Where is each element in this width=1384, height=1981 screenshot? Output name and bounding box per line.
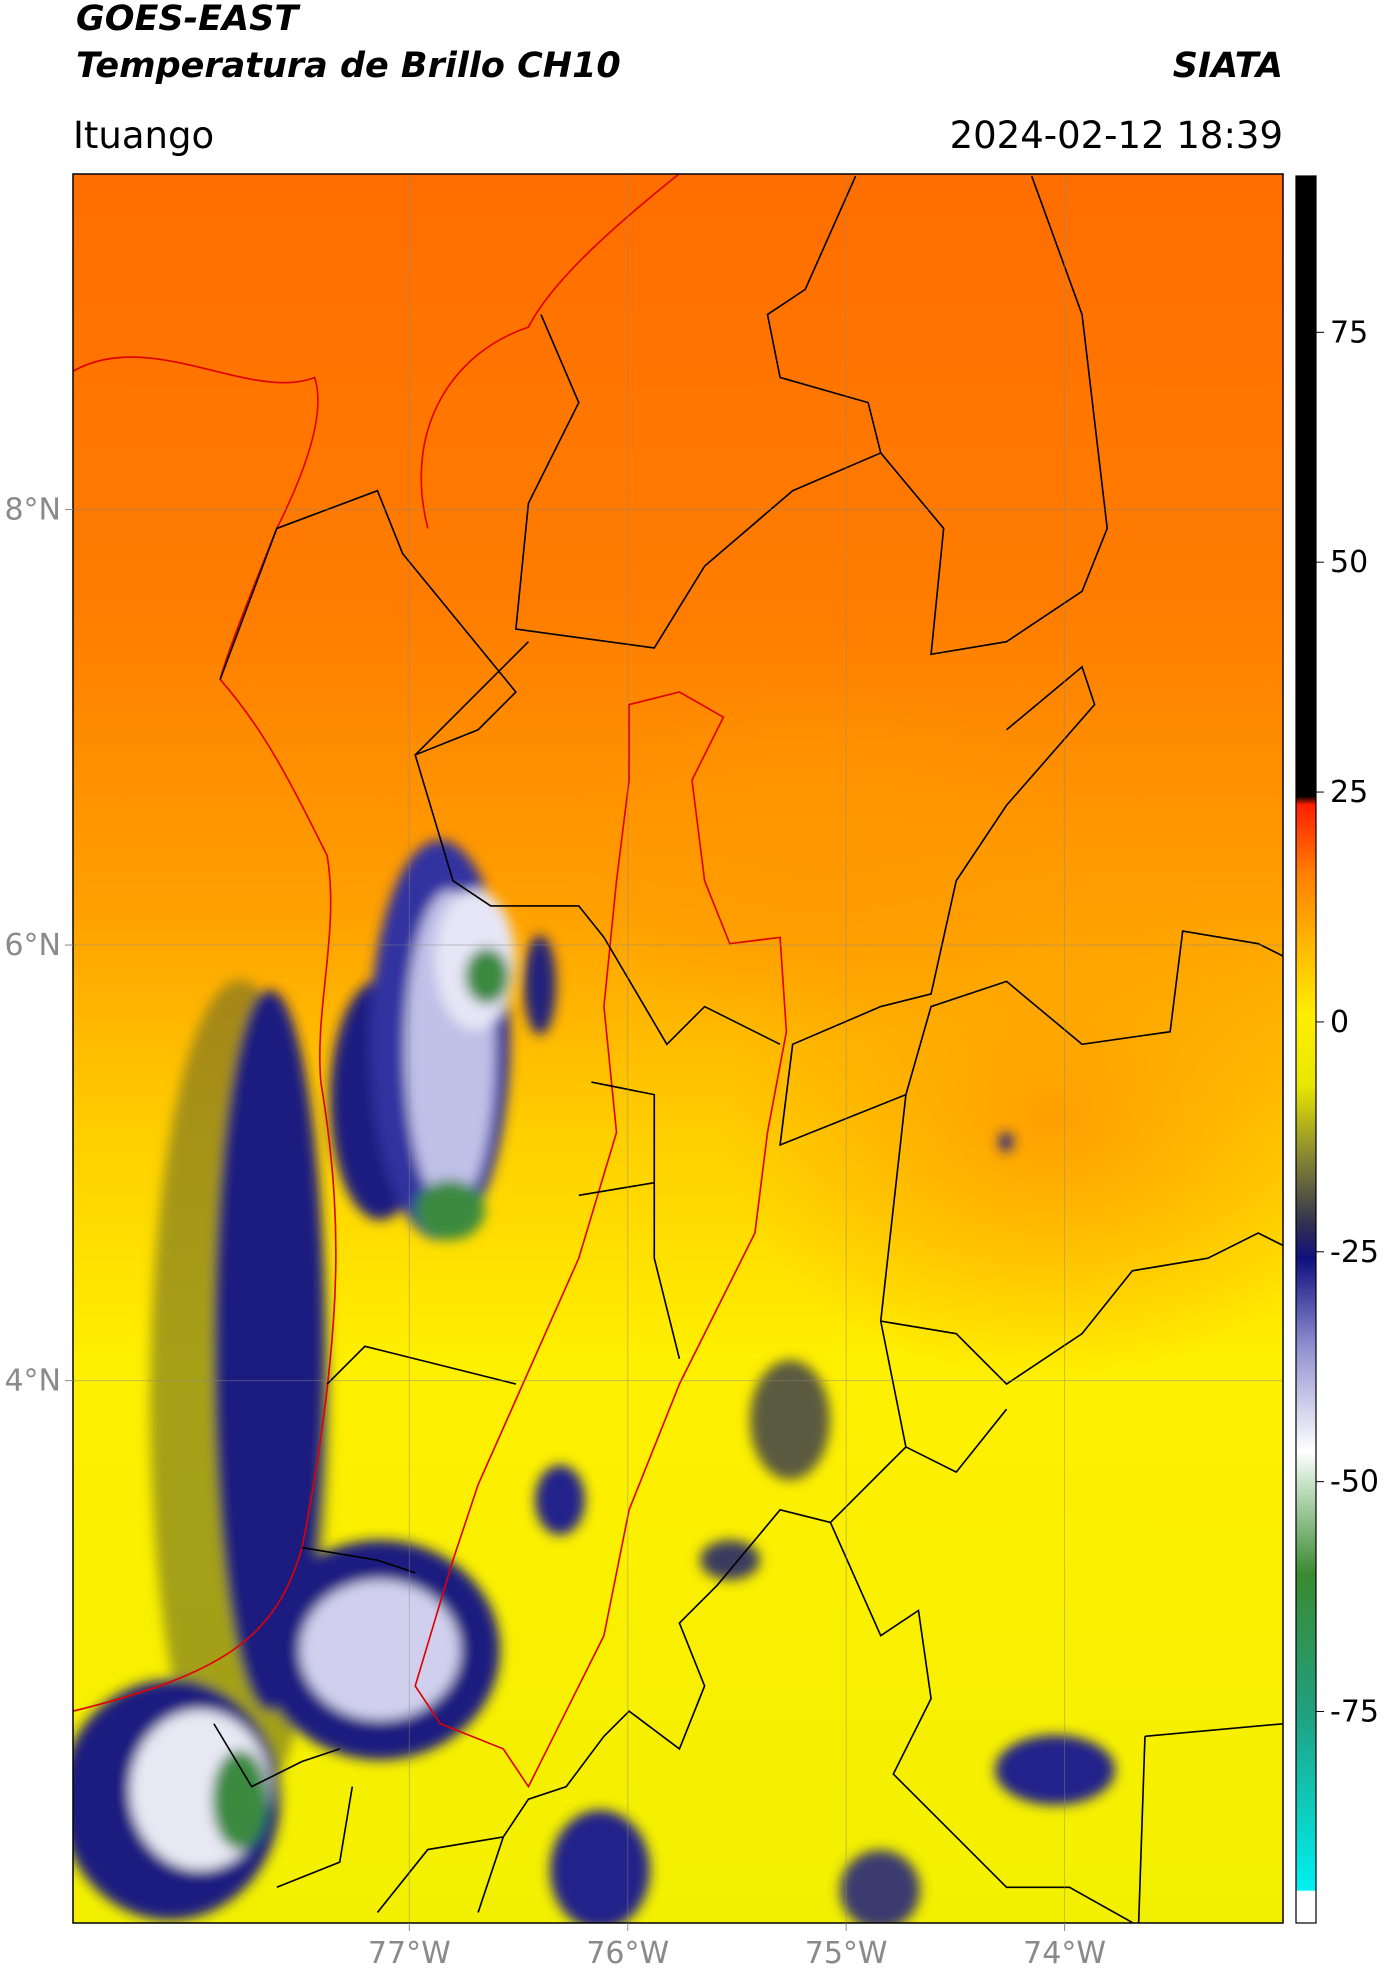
y-tick-label: 4°N bbox=[4, 1364, 61, 1399]
map-image bbox=[73, 174, 1283, 1923]
y-tick-label: 8°N bbox=[4, 492, 61, 527]
colorbar-tick-label: 50 bbox=[1330, 545, 1368, 580]
colorbar-tick-label: -50 bbox=[1330, 1465, 1379, 1500]
colorbar-tick-label: -25 bbox=[1330, 1235, 1379, 1270]
brand: SIATA bbox=[1173, 46, 1283, 86]
colorbar-tick-label: -75 bbox=[1330, 1695, 1379, 1730]
colorbar bbox=[1295, 175, 1317, 1924]
x-tick-label: 74°W bbox=[1023, 1936, 1106, 1971]
colorbar-tick-label: 75 bbox=[1330, 315, 1368, 350]
grid bbox=[73, 174, 1283, 1923]
subtitle: Temperatura de Brillo CH10 bbox=[76, 46, 621, 86]
y-tick-label: 6°N bbox=[4, 928, 61, 963]
x-tick-label: 75°W bbox=[805, 1936, 888, 1971]
map-frame bbox=[72, 173, 1284, 1924]
ticks: 77°W 76°W 75°W 74°W 4°N 6°N 8°N -75 -50 -25 0 25 50 7… bbox=[4, 315, 1379, 1971]
timestamp: 2024-02-12 18:39 bbox=[950, 114, 1283, 157]
x-tick-label: 77°W bbox=[368, 1936, 451, 1971]
colorbar-tick-label: 25 bbox=[1330, 775, 1368, 810]
colorbar-tick-label: 0 bbox=[1330, 1005, 1349, 1040]
x-tick-label: 76°W bbox=[586, 1936, 669, 1971]
title: GOES-EAST bbox=[76, 0, 301, 39]
location: Ituango bbox=[73, 114, 214, 157]
